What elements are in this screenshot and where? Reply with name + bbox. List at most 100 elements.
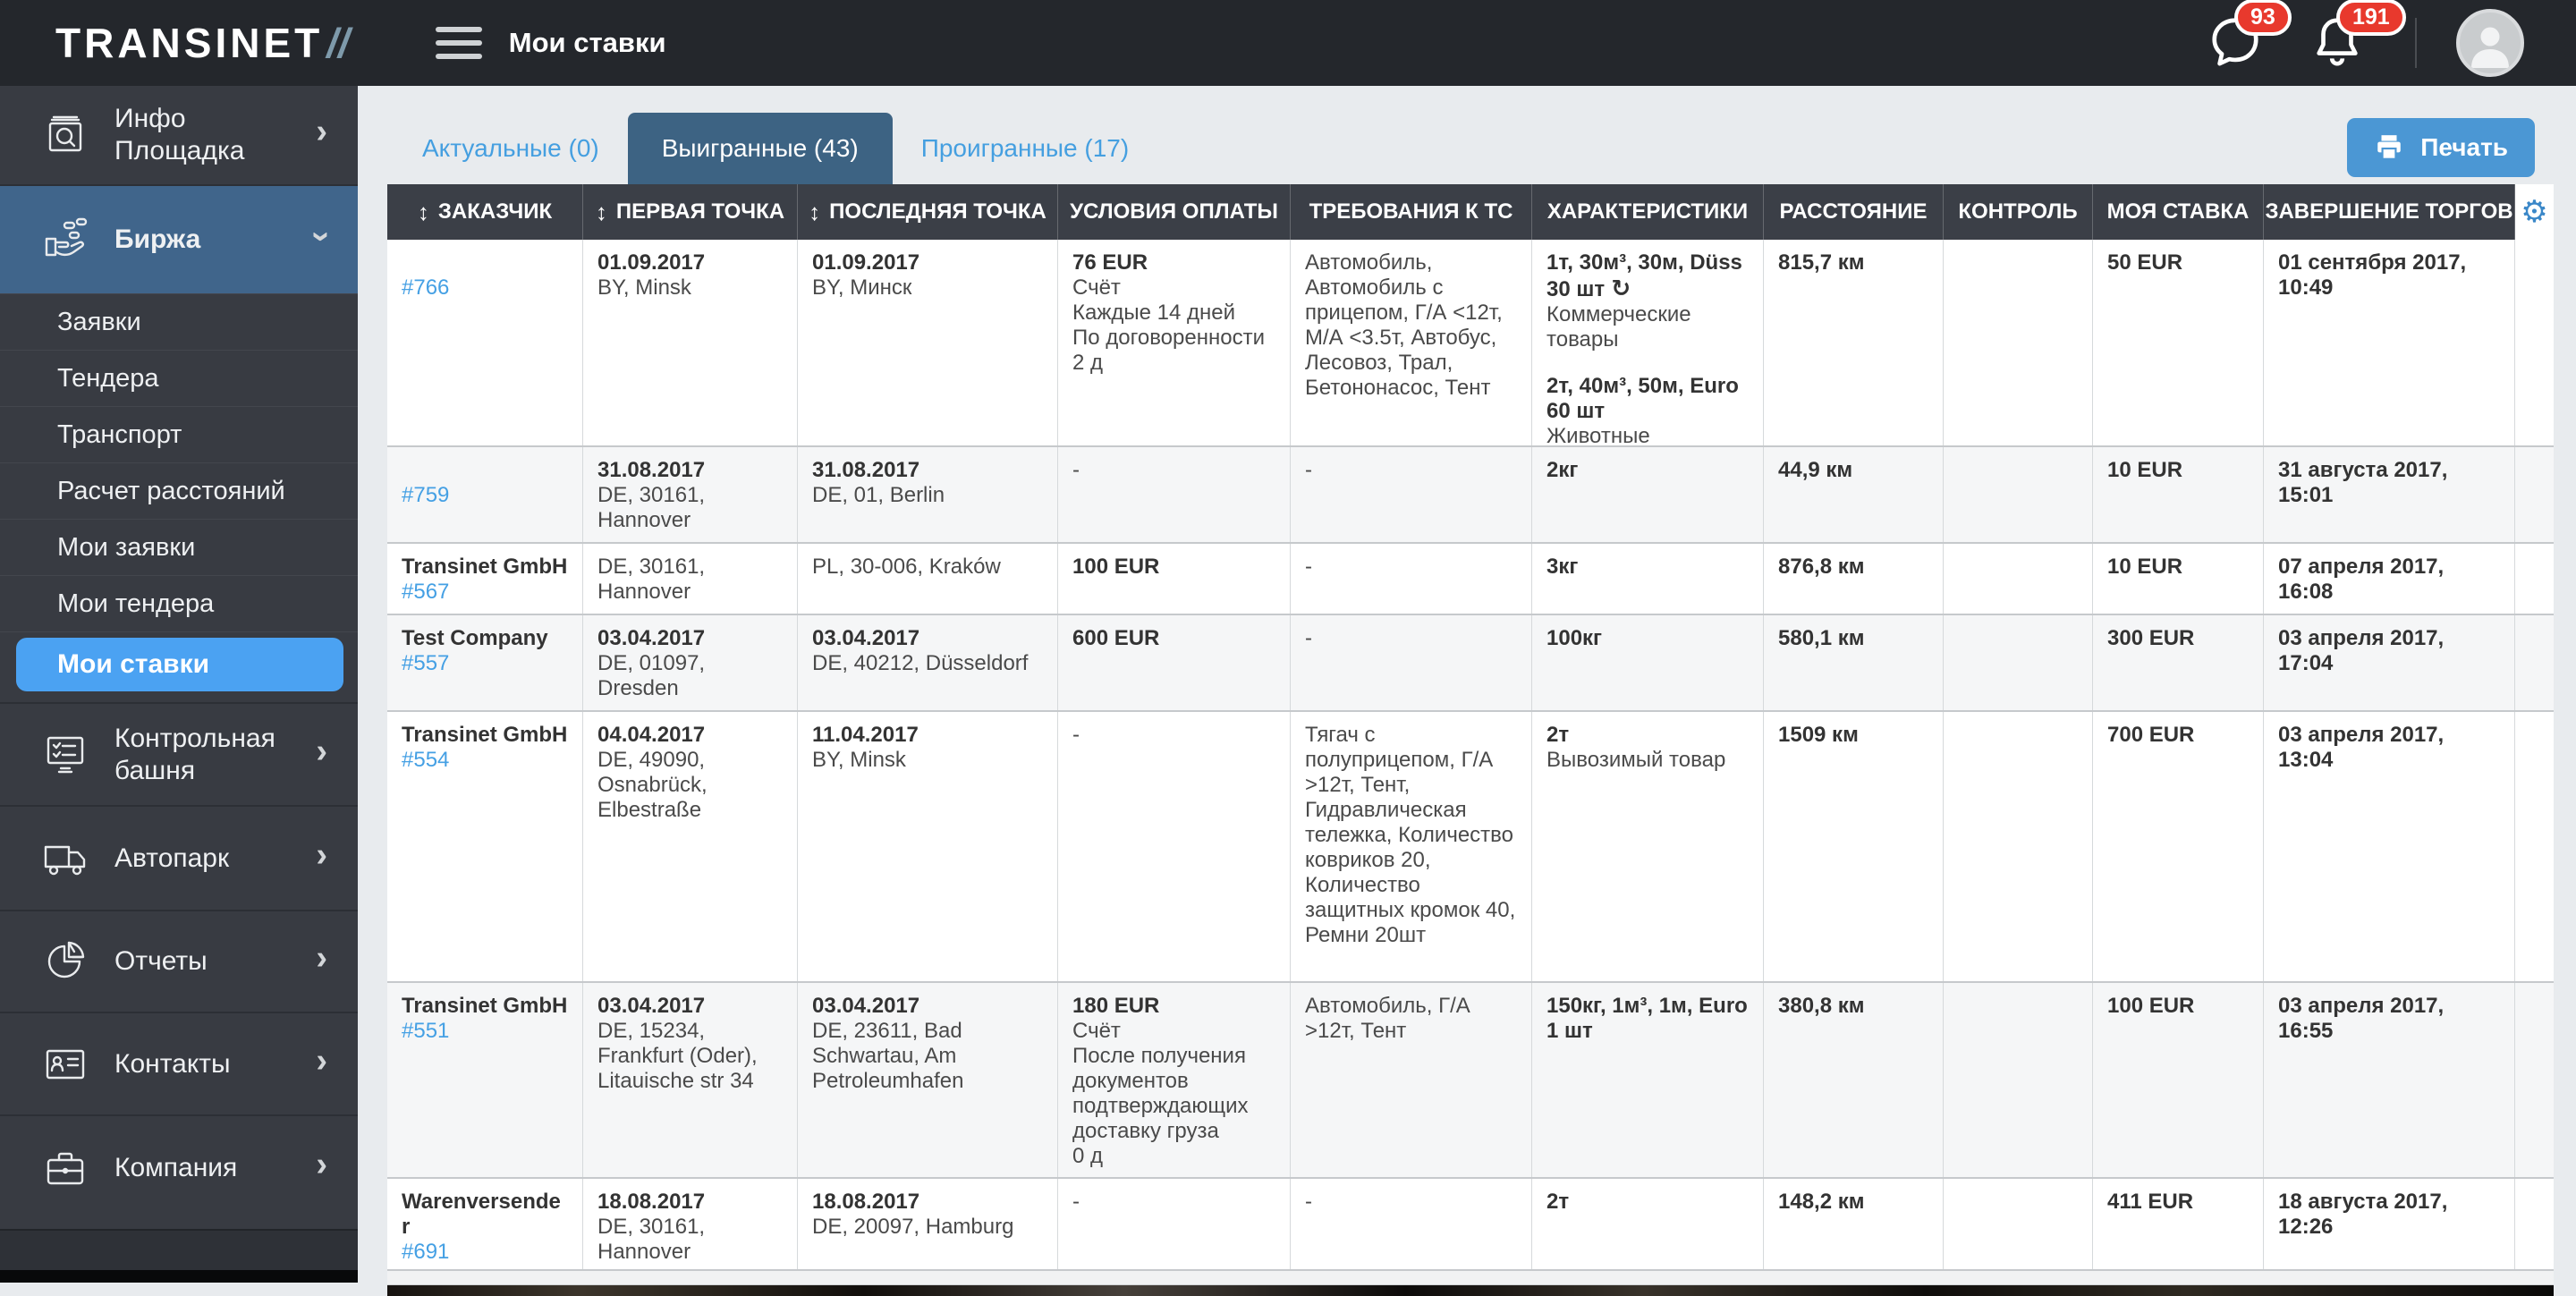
cell-text: 31 августа 2017, 15:01 <box>2278 458 2448 507</box>
cell-auction-end: 03 апреля 2017, 17:04 <box>2264 615 2515 710</box>
request-id-link[interactable]: #554 <box>402 748 450 772</box>
cell-customer: Test Company #557 <box>387 615 583 710</box>
cell-text: 07 апреля 2017, 16:08 <box>2278 555 2445 604</box>
cell-requirements: - <box>1291 544 1532 614</box>
sidebar-item-label: Мои заявки <box>57 532 196 562</box>
cell-last-point: 31.08.2017 DE, 01, Berlin <box>798 447 1058 542</box>
sidebar-item-moi-tendera[interactable]: Мои тендера <box>0 575 358 631</box>
pie-chart-icon <box>39 937 91 986</box>
sidebar-item-zayavki[interactable]: Заявки <box>0 293 358 350</box>
cell-text: Transinet GmbH <box>402 555 568 579</box>
print-button[interactable]: Печать <box>2347 118 2535 177</box>
logo-text: TRANSINET <box>55 20 324 66</box>
chevron-right-icon: › <box>316 732 327 770</box>
sidebar-item-kontrolnaya-bashnya[interactable]: Контрольная башня › <box>0 702 358 805</box>
background-photo-strip <box>387 1285 2554 1296</box>
cell-text: 2т, 40м³, 50м, Euro 60 шт <box>1546 374 1739 423</box>
column-header-label: ЗАВЕРШЕНИЕ ТОРГОВ <box>2265 199 2513 224</box>
sidebar-item-label: Мои ставки <box>57 649 210 679</box>
column-header-last-point[interactable]: ↕ ПОСЛЕДНЯЯ ТОЧКА <box>798 184 1058 240</box>
tab-1[interactable]: Выигранные (43) <box>627 113 893 184</box>
request-id-link[interactable]: #567 <box>402 580 450 604</box>
cell-text: 180 EUR <box>1072 994 1160 1018</box>
cell-last-point: 03.04.2017 DE, 40212, Düsseldorf <box>798 615 1058 710</box>
cell-settings-spacer <box>2515 240 2554 445</box>
cell-my-bid: 411 EUR <box>2093 1179 2264 1269</box>
cell-text: 01.09.2017 <box>597 250 706 275</box>
cell-requirements: - <box>1291 615 1532 710</box>
cell-text: DE, 40212, Düsseldorf <box>812 651 1029 675</box>
cell-last-point: 18.08.2017 DE, 20097, Hamburg <box>798 1179 1058 1269</box>
sidebar-item-kontakty[interactable]: Контакты › <box>0 1012 358 1114</box>
request-id-link[interactable]: #557 <box>402 651 450 675</box>
cell-text: По договоренности <box>1072 326 1265 350</box>
sidebar-bottom-strip <box>0 1270 358 1283</box>
briefcase-icon <box>39 1144 91 1192</box>
cell-text: DE, 30161, Hannover <box>597 1215 706 1264</box>
sidebar-item-tendera[interactable]: Тендера <box>0 350 358 406</box>
sidebar-item-kompaniya[interactable]: Компания › <box>0 1114 358 1219</box>
table-settings-cell[interactable]: ⚙ <box>2515 184 2554 240</box>
cell-first-point: DE, 30161, Hannover <box>583 544 798 614</box>
sidebar-item-otchety[interactable]: Отчеты › <box>0 910 358 1012</box>
table-row: #759 31.08.2017 DE, 30161, Hannover 31.08.2… <box>387 447 2554 544</box>
chat-bubble-icon <box>2212 17 2258 66</box>
request-id-link[interactable]: #691 <box>402 1240 450 1264</box>
cell-requirements: Автомобиль, Автомобиль с прицепом, Г/А <… <box>1291 240 1532 445</box>
person-icon <box>2471 27 2509 68</box>
table-row: #766 01.09.2017 BY, Minsk 01.09.2017 BY, Мин… <box>387 240 2554 447</box>
sidebar-item-moi-zayavki[interactable]: Мои заявки <box>0 519 358 575</box>
sidebar-item-label: Биржа <box>114 224 201 254</box>
user-avatar[interactable] <box>2456 9 2524 77</box>
chevron-right-icon: › <box>316 1041 327 1080</box>
column-header-first-point[interactable]: ↕ ПЕРВАЯ ТОЧКА <box>583 184 798 240</box>
cell-text <box>402 250 568 275</box>
column-header-label: ЗАКАЗЧИК <box>437 199 553 224</box>
chevron-right-icon: › <box>316 835 327 874</box>
request-id-link[interactable]: #766 <box>402 275 450 300</box>
page-title: Мои ставки <box>508 27 666 58</box>
cell-text: Автомобиль, Г/А >12т, Тент <box>1305 994 1470 1043</box>
tab-2[interactable]: Проигранные (17) <box>920 134 1130 162</box>
sidebar-item-info-ploschadka[interactable]: Инфо Площадка › <box>0 86 358 184</box>
cell-control <box>1944 1179 2093 1269</box>
cell-text: 2 д <box>1072 351 1104 375</box>
cell-requirements: - <box>1291 1179 1532 1269</box>
cell-text: Warenversender <box>402 1190 561 1239</box>
sidebar-item-label: Мои тендера <box>57 589 215 618</box>
cell-text: 01 сентября 2017, 10:49 <box>2278 250 2467 300</box>
column-header-customer[interactable]: ↕ ЗАКАЗЧИК <box>387 184 583 240</box>
column-header-label: ПОСЛЕДНЯЯ ТОЧКА <box>829 199 1046 224</box>
chevron-right-icon: › <box>316 1145 327 1183</box>
cell-text: Тягач с полуприцепом, Г/А >12т, Тент, Ги… <box>1305 723 1516 947</box>
messages-button[interactable]: 93 <box>2207 0 2292 73</box>
cell-distance: 148,2 км <box>1764 1179 1944 1269</box>
cell-settings-spacer <box>2515 544 2554 614</box>
notifications-button[interactable]: 191 <box>2309 0 2406 73</box>
sidebar: Инфо Площадка › Биржа › Заявки Тендера Т… <box>0 86 358 1283</box>
sidebar-item-avtopark[interactable]: Автопарк › <box>0 805 358 910</box>
cell-text: 100кг <box>1546 626 1603 650</box>
sidebar-item-moi-stavki-active[interactable]: Мои ставки <box>16 638 343 691</box>
request-id-link[interactable]: #759 <box>402 483 450 507</box>
cell-auction-end: 03 апреля 2017, 13:04 <box>2264 712 2515 981</box>
request-id-link[interactable]: #551 <box>402 1019 450 1043</box>
sidebar-item-transport[interactable]: Транспорт <box>0 406 358 462</box>
cell-text: 03 апреля 2017, 13:04 <box>2278 723 2445 772</box>
sidebar-item-raschet-rasstoyaniy[interactable]: Расчет расстояний <box>0 462 358 519</box>
column-header-control: КОНТРОЛЬ <box>1944 184 2093 240</box>
cell-text: 3кг <box>1546 555 1579 579</box>
chevron-down-icon: › <box>303 231 342 242</box>
sidebar-item-birzha[interactable]: Биржа › <box>0 184 358 293</box>
cell-text: DE, 15234, Frankfurt (Oder), Litauische … <box>597 1019 758 1093</box>
table-row: Transinet GmbH #567 DE, 30161, Hannover PL,… <box>387 544 2554 615</box>
chevron-right-icon: › <box>316 113 327 151</box>
cell-text: - <box>1305 555 1312 579</box>
topbar-actions: 93 191 <box>2161 0 2524 77</box>
tab-0[interactable]: Актуальные (0) <box>422 134 599 162</box>
cell-auction-end: 03 апреля 2017, 16:55 <box>2264 983 2515 1177</box>
table-row: Test Company #557 03.04.2017 DE, 01097, Dre… <box>387 615 2554 712</box>
hamburger-menu-icon[interactable] <box>435 27 482 59</box>
cell-last-point: 11.04.2017 BY, Minsk <box>798 712 1058 981</box>
app-logo[interactable]: TRANSINET // <box>55 19 350 67</box>
